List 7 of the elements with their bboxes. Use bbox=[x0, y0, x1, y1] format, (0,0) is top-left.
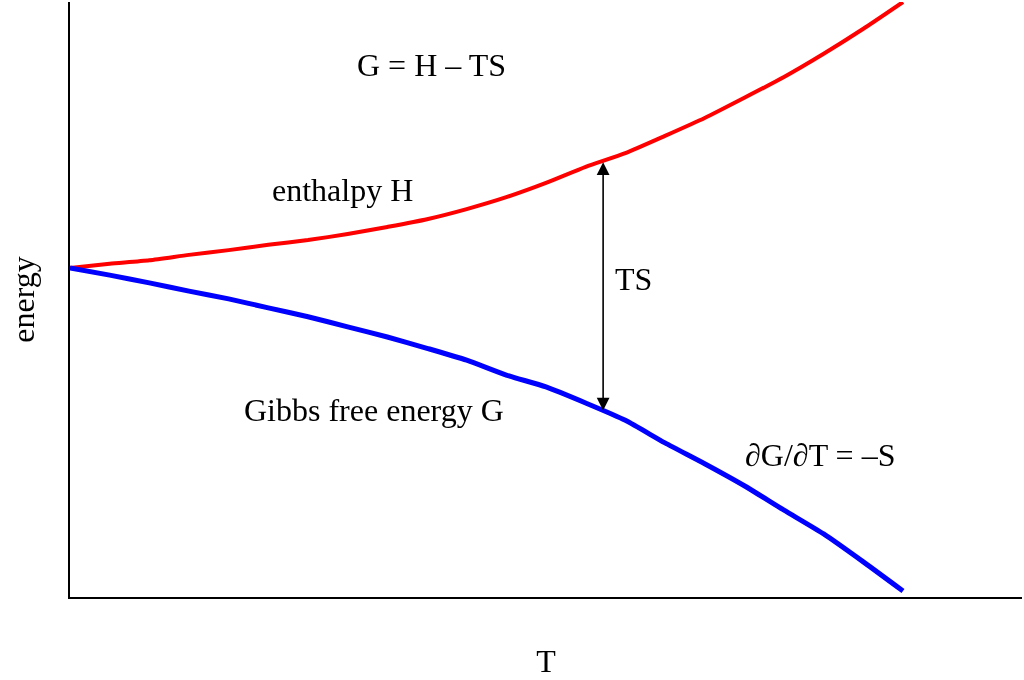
x-axis-title: T bbox=[536, 642, 557, 679]
series-label: enthalpy H bbox=[272, 172, 414, 208]
series-label: Gibbs free energy G bbox=[244, 392, 504, 428]
y-axis-title: energy bbox=[4, 256, 41, 343]
annotation: ∂G/∂T = –S bbox=[745, 437, 896, 473]
annotation: TS bbox=[615, 261, 653, 297]
annotation: G = H – TS bbox=[357, 47, 507, 83]
